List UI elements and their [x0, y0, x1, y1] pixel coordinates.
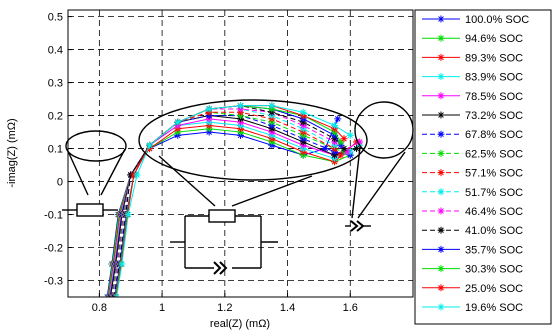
legend-marker [437, 169, 445, 177]
y-tick-label: 0.4 [48, 45, 63, 57]
rc-arc-callout [138, 99, 368, 275]
y-tick-label: 0.3 [48, 78, 63, 90]
legend-marker [437, 303, 445, 311]
legend-label: 41.0% SOC [465, 225, 523, 237]
series-marker [268, 102, 276, 110]
legend-label: 62.5% SOC [465, 148, 523, 160]
legend-marker [437, 111, 445, 119]
legend-marker [437, 130, 445, 138]
resistor-symbol [208, 209, 236, 223]
series-marker [299, 108, 307, 116]
series-marker [334, 115, 342, 123]
series-line [106, 118, 339, 297]
series-marker [346, 131, 354, 139]
legend-marker [437, 34, 445, 42]
legend-marker [437, 245, 445, 253]
series-marker [118, 260, 126, 268]
x-tick-label: 1.6 [343, 302, 358, 314]
series-marker [337, 151, 345, 159]
series-marker [331, 121, 339, 129]
legend-label: 83.9% SOC [465, 72, 523, 84]
plot-frame [67, 9, 414, 298]
legend-marker [437, 284, 445, 292]
inductance-callout [62, 130, 127, 217]
legend-label: 67.8% SOC [465, 129, 523, 141]
series-19-6-soc [113, 102, 354, 297]
series-marker [343, 148, 351, 156]
legend-marker [437, 149, 445, 157]
x-tick-label: 1 [159, 302, 165, 314]
series-line [107, 124, 357, 297]
series-marker [353, 145, 361, 153]
legend-marker [437, 188, 445, 196]
series-marker [237, 102, 244, 110]
series-marker [146, 141, 154, 149]
legend-label: 46.4% SOC [465, 206, 523, 218]
axes [67, 9, 414, 298]
legend-box [414, 9, 552, 325]
series-line [116, 105, 351, 297]
series-line [110, 115, 351, 297]
series-marker [124, 211, 132, 219]
legend-label: 100.0% SOC [465, 14, 529, 26]
legend: 100.0% SOC 94.6% SOC 89.3% SOC 83.9% SOC 78.… [414, 9, 552, 325]
series-line [107, 128, 351, 297]
x-tick-label: 1.2 [217, 302, 232, 314]
y-axis-label: -imag(Z) (mΩ) [6, 118, 18, 187]
y-tick-label: -0.3 [44, 276, 63, 288]
series-marker [113, 293, 121, 297]
series-marker [133, 171, 141, 179]
legend-label: 57.1% SOC [465, 168, 523, 180]
legend-marker [437, 15, 445, 23]
y-tick-label: -0.2 [44, 243, 63, 255]
legend-marker [437, 73, 445, 81]
tick-labels: 0.8 1 1.2 1.4 1.6 -0.3 -0.2 -0.1 0 0.1 0.2 0.3 0.4 0.… [44, 12, 358, 314]
series-marker [340, 135, 348, 143]
legend-marker [437, 265, 445, 273]
x-tick-label: 0.8 [92, 302, 107, 314]
x-tick-label: 1.4 [280, 302, 295, 314]
series-marker [174, 118, 182, 126]
legend-marker [437, 226, 445, 234]
legend-marker [437, 53, 445, 61]
legend-marker [437, 207, 445, 215]
series-layer [103, 102, 364, 297]
cpe-symbol [213, 261, 228, 275]
legend-label: 78.5% SOC [465, 91, 523, 103]
series-line [108, 121, 360, 297]
circuit-annotations [62, 99, 414, 275]
y-tick-label: -0.1 [44, 210, 63, 222]
legend-label: 35.7% SOC [465, 244, 523, 256]
x-axis-label: real(Z) (mΩ) [210, 318, 270, 330]
legend-label: 89.3% SOC [465, 52, 523, 64]
legend-label: 73.2% SOC [465, 110, 523, 122]
y-tick-label: 0.2 [48, 111, 63, 123]
y-tick-label: 0.5 [48, 12, 63, 24]
y-tick-label: 0.1 [48, 144, 63, 156]
legend-label: 51.7% SOC [465, 187, 523, 199]
legend-label: 94.6% SOC [465, 33, 523, 45]
legend-label: 19.6% SOC [465, 302, 523, 314]
legend-label: 30.3% SOC [465, 264, 523, 276]
legend-marker [437, 92, 445, 100]
legend-label: 25.0% SOC [465, 283, 523, 295]
series-line [109, 118, 360, 297]
series-marker [205, 105, 213, 113]
series-line [111, 111, 342, 297]
y-tick-label: 0 [57, 177, 63, 189]
inductor-symbol [76, 203, 104, 217]
series-marker [337, 138, 345, 146]
